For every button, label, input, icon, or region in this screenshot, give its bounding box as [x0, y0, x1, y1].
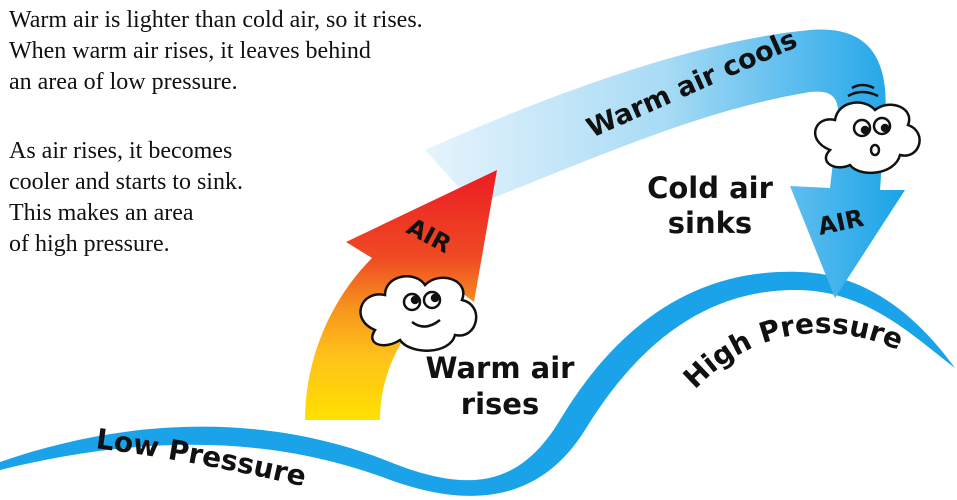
intro-line: an area of low pressure.: [9, 69, 238, 95]
intro-line: Warm air is lighter than cold air, so it…: [9, 7, 423, 33]
intro-line: When warm air rises, it leaves behind: [9, 38, 371, 64]
rising-label: rises: [461, 387, 539, 421]
sinking-label: Cold air: [647, 171, 774, 205]
diagram: Warm air is lighter than cold air, so it…: [0, 0, 957, 500]
intro-line: of high pressure.: [9, 231, 170, 257]
intro-line: As air rises, it becomes: [9, 138, 232, 164]
sinking-label: sinks: [668, 206, 752, 240]
rising-label: Warm air: [426, 351, 576, 385]
intro-line: cooler and starts to sink.: [9, 169, 243, 195]
high-pressure-text: High Pressure: [677, 307, 908, 395]
high-pressure-label: High Pressure: [677, 307, 908, 395]
intro-line: This makes an area: [9, 200, 194, 226]
page: {"intro": {"paragraphs": [ {"lines": ["W…: [0, 0, 957, 500]
